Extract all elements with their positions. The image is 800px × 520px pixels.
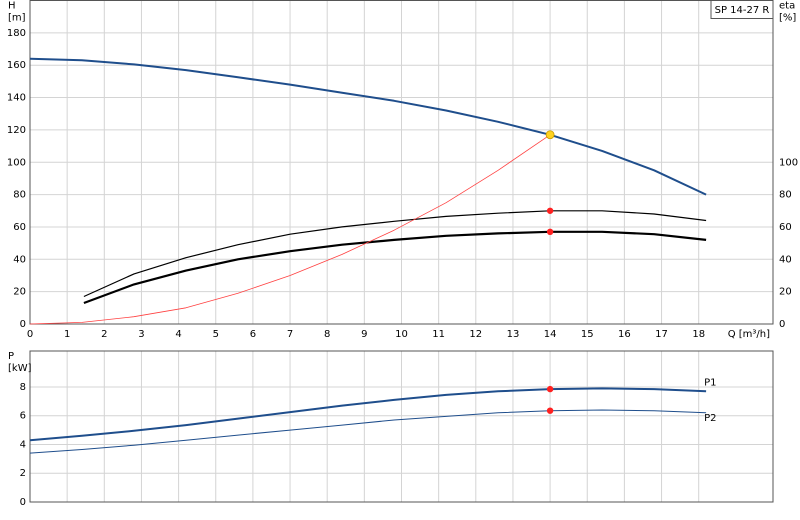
x-tick-label: 13 xyxy=(507,329,520,340)
operating-point xyxy=(546,385,554,393)
series-line xyxy=(29,387,707,442)
series-label: P2 xyxy=(704,413,716,424)
y-axis-label: [m] xyxy=(8,13,26,24)
y-tick-label: 40 xyxy=(13,254,26,265)
series-line xyxy=(29,134,551,325)
x-tick-label: 8 xyxy=(324,329,330,340)
operating-point xyxy=(546,407,554,414)
x-axis-label: Q [m³/h] xyxy=(728,329,770,340)
x-tick-label: 7 xyxy=(287,329,293,340)
y-tick-label: 120 xyxy=(7,125,26,136)
y-tick-label: 180 xyxy=(7,28,26,39)
y2-tick-label: 0 xyxy=(779,319,785,330)
y-axis-label: P xyxy=(8,351,14,362)
title-box xyxy=(710,0,774,19)
series-label: P1 xyxy=(704,377,716,388)
y-tick-label: 20 xyxy=(13,287,26,298)
x-tick-label: 11 xyxy=(432,329,445,340)
y2-tick-label: 80 xyxy=(779,190,792,201)
y2-tick-label: 40 xyxy=(779,254,792,265)
x-tick-label: 1 xyxy=(64,329,70,340)
x-tick-label: 3 xyxy=(138,329,144,340)
x-tick-label: 17 xyxy=(655,329,668,340)
y2-tick-label: 20 xyxy=(779,287,792,298)
y-tick-label: 60 xyxy=(13,222,26,233)
y-tick-label: 160 xyxy=(7,60,26,71)
y-axis-label: [kW] xyxy=(8,363,32,374)
y-tick-label: 0 xyxy=(20,319,26,330)
series-line xyxy=(29,57,707,196)
x-tick-label: 15 xyxy=(581,329,594,340)
y2-axis-label: eta xyxy=(779,1,795,12)
y-tick-label: 4 xyxy=(20,439,26,450)
x-tick-label: 9 xyxy=(361,329,367,340)
y-tick-label: 2 xyxy=(20,468,26,479)
y-tick-label: 80 xyxy=(13,190,26,201)
y-tick-label: 6 xyxy=(20,411,26,422)
x-tick-label: 2 xyxy=(101,329,107,340)
y-tick-label: 100 xyxy=(7,157,26,168)
series-line xyxy=(29,409,707,454)
plot-frame xyxy=(29,0,774,325)
y2-tick-label: 60 xyxy=(779,222,792,233)
y2-tick-label: 100 xyxy=(779,157,798,168)
y-axis-label: H xyxy=(8,1,16,12)
series-line xyxy=(83,210,707,298)
x-tick-label: 16 xyxy=(618,329,631,340)
plot-frame xyxy=(29,350,774,503)
operating-point xyxy=(545,130,555,140)
x-tick-label: 18 xyxy=(692,329,705,340)
operating-point xyxy=(546,228,554,236)
x-tick-label: 6 xyxy=(250,329,256,340)
x-tick-label: 14 xyxy=(544,329,557,340)
x-tick-label: 4 xyxy=(175,329,181,340)
x-tick-label: 5 xyxy=(213,329,219,340)
operating-point xyxy=(546,207,554,214)
series-line xyxy=(83,230,707,305)
x-tick-label: 0 xyxy=(27,329,33,340)
x-tick-label: 12 xyxy=(469,329,482,340)
x-tick-label: 10 xyxy=(395,329,408,340)
y-tick-label: 8 xyxy=(20,382,26,393)
y-tick-label: 0 xyxy=(20,497,26,508)
y2-axis-label: [%] xyxy=(779,13,796,24)
y-tick-label: 140 xyxy=(7,93,26,104)
chart-title: SP 14-27 R xyxy=(715,5,770,16)
